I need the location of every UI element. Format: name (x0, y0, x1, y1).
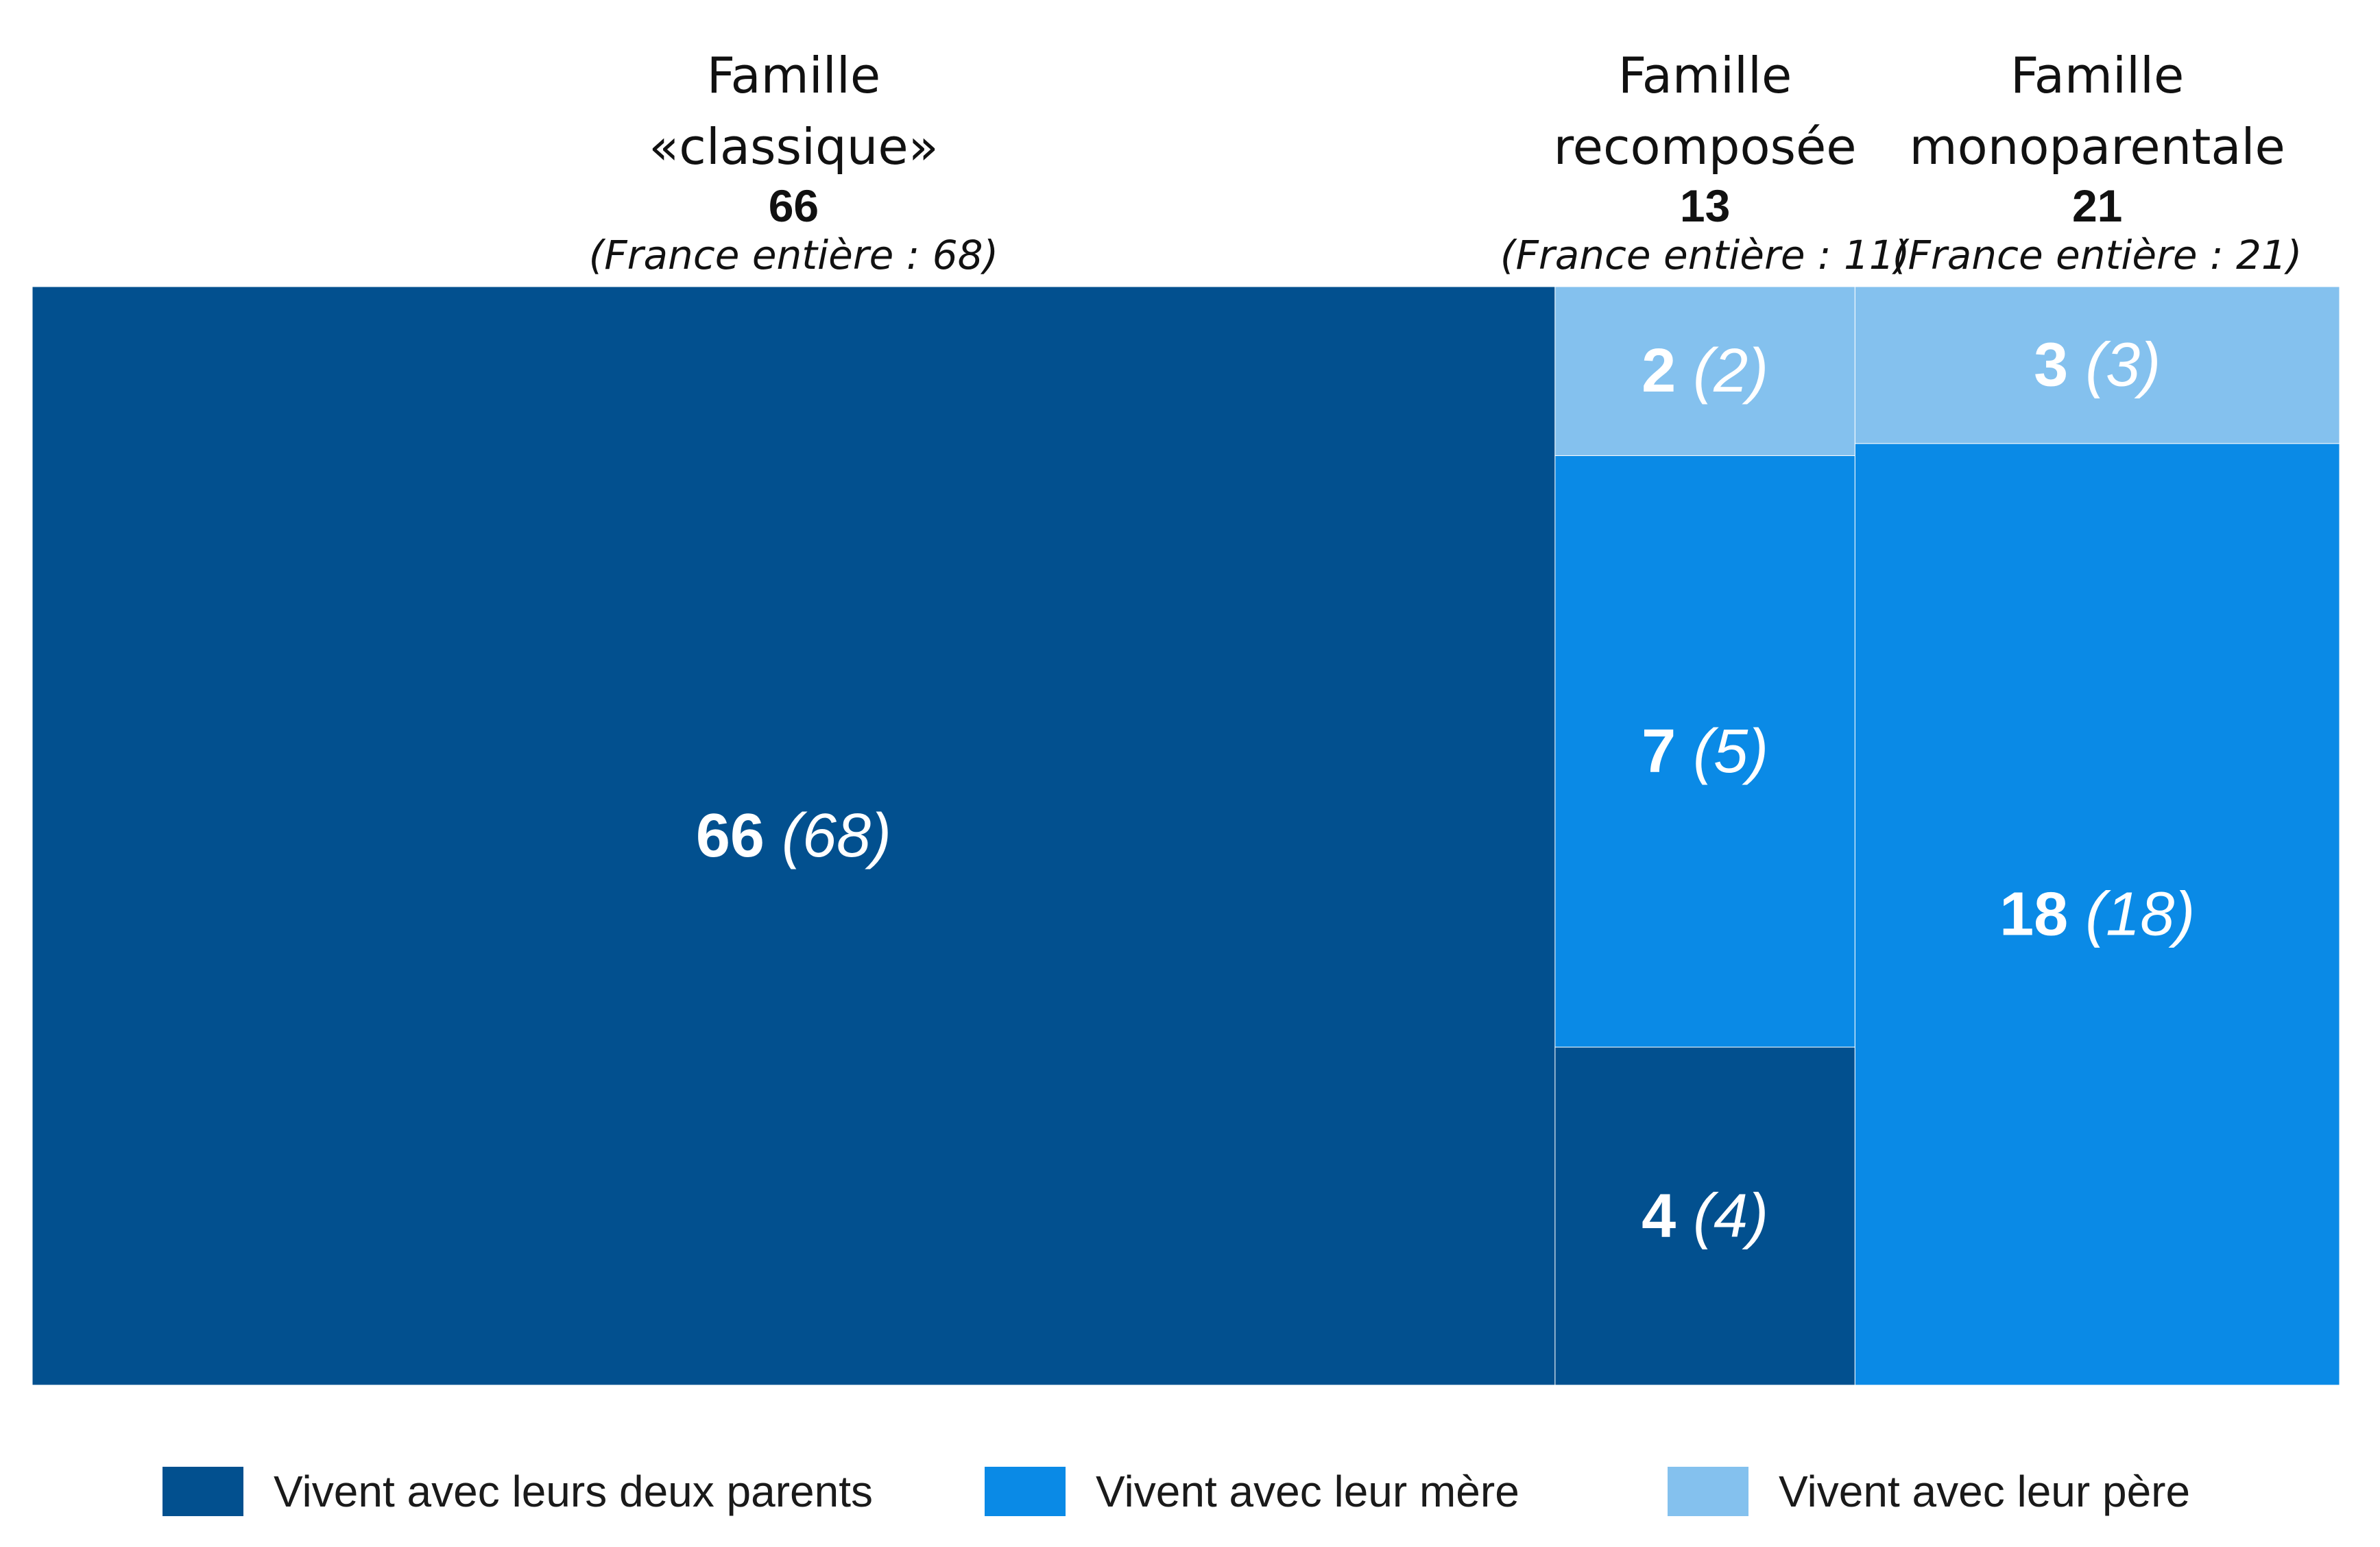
legend-label-mere: Vivent avec leur mère (1096, 1467, 1519, 1516)
group-header-1: Famille recomposée 13 (France entière : 11) (1500, 40, 1910, 281)
group-header-0: Famille «classique» 66 (France entière : 68… (589, 40, 999, 281)
group-france-total: (France entière : 11) (1500, 232, 1910, 278)
segment-1-pere (1554, 286, 1855, 456)
group-total: 66 (768, 180, 819, 231)
legend-item-deux: Vivent avec leurs deux parents (163, 1461, 873, 1522)
segment-2-pere (1854, 286, 2340, 444)
legend-swatch-mere (985, 1467, 1066, 1516)
legend-label-deux: Vivent avec leurs deux parents (274, 1467, 873, 1516)
group-name-line2: recomposée (1553, 118, 1857, 176)
segment-label-1-deux: 4 (4) (1642, 1182, 1768, 1251)
group-total: 13 (1679, 180, 1731, 231)
legend-item-pere: Vivent avec leur père (1668, 1461, 2190, 1522)
legend-swatch-deux (163, 1467, 243, 1516)
group-name: Famille (1618, 47, 1792, 104)
group-total: 21 (2071, 180, 2123, 231)
group-name-line2: «classique» (649, 118, 939, 176)
legend-item-mere: Vivent avec leur mère (985, 1461, 1519, 1522)
group-name: Famille (706, 47, 881, 104)
segment-1-mere (1554, 455, 1855, 1048)
segment-label-1-mere: 7 (5) (1642, 717, 1768, 786)
group-name-line2: monoparentale (1909, 118, 2285, 176)
segment-label-1-pere: 2 (2) (1642, 337, 1768, 405)
group-header-2: Famille monoparentale 21 (France entière : … (1892, 40, 2303, 281)
segment-label-0-deux: 66 (68) (696, 802, 891, 870)
legend-swatch-pere (1668, 1467, 1748, 1516)
group-name: Famille (2010, 47, 2185, 104)
segment-label-2-mere: 18 (18) (1999, 880, 2195, 948)
legend: Vivent avec leurs deux parents Vivent av… (0, 1461, 2380, 1522)
group-france-total: (France entière : 21) (1892, 232, 2303, 278)
segment-1-deux (1554, 1046, 1855, 1386)
legend-label-pere: Vivent avec leur père (1779, 1467, 2191, 1516)
group-france-total: (France entière : 68) (588, 232, 999, 278)
segment-0-deux (32, 286, 1556, 1386)
segment-label-2-pere: 3 (3) (2034, 331, 2161, 399)
segment-2-mere (1854, 443, 2340, 1386)
